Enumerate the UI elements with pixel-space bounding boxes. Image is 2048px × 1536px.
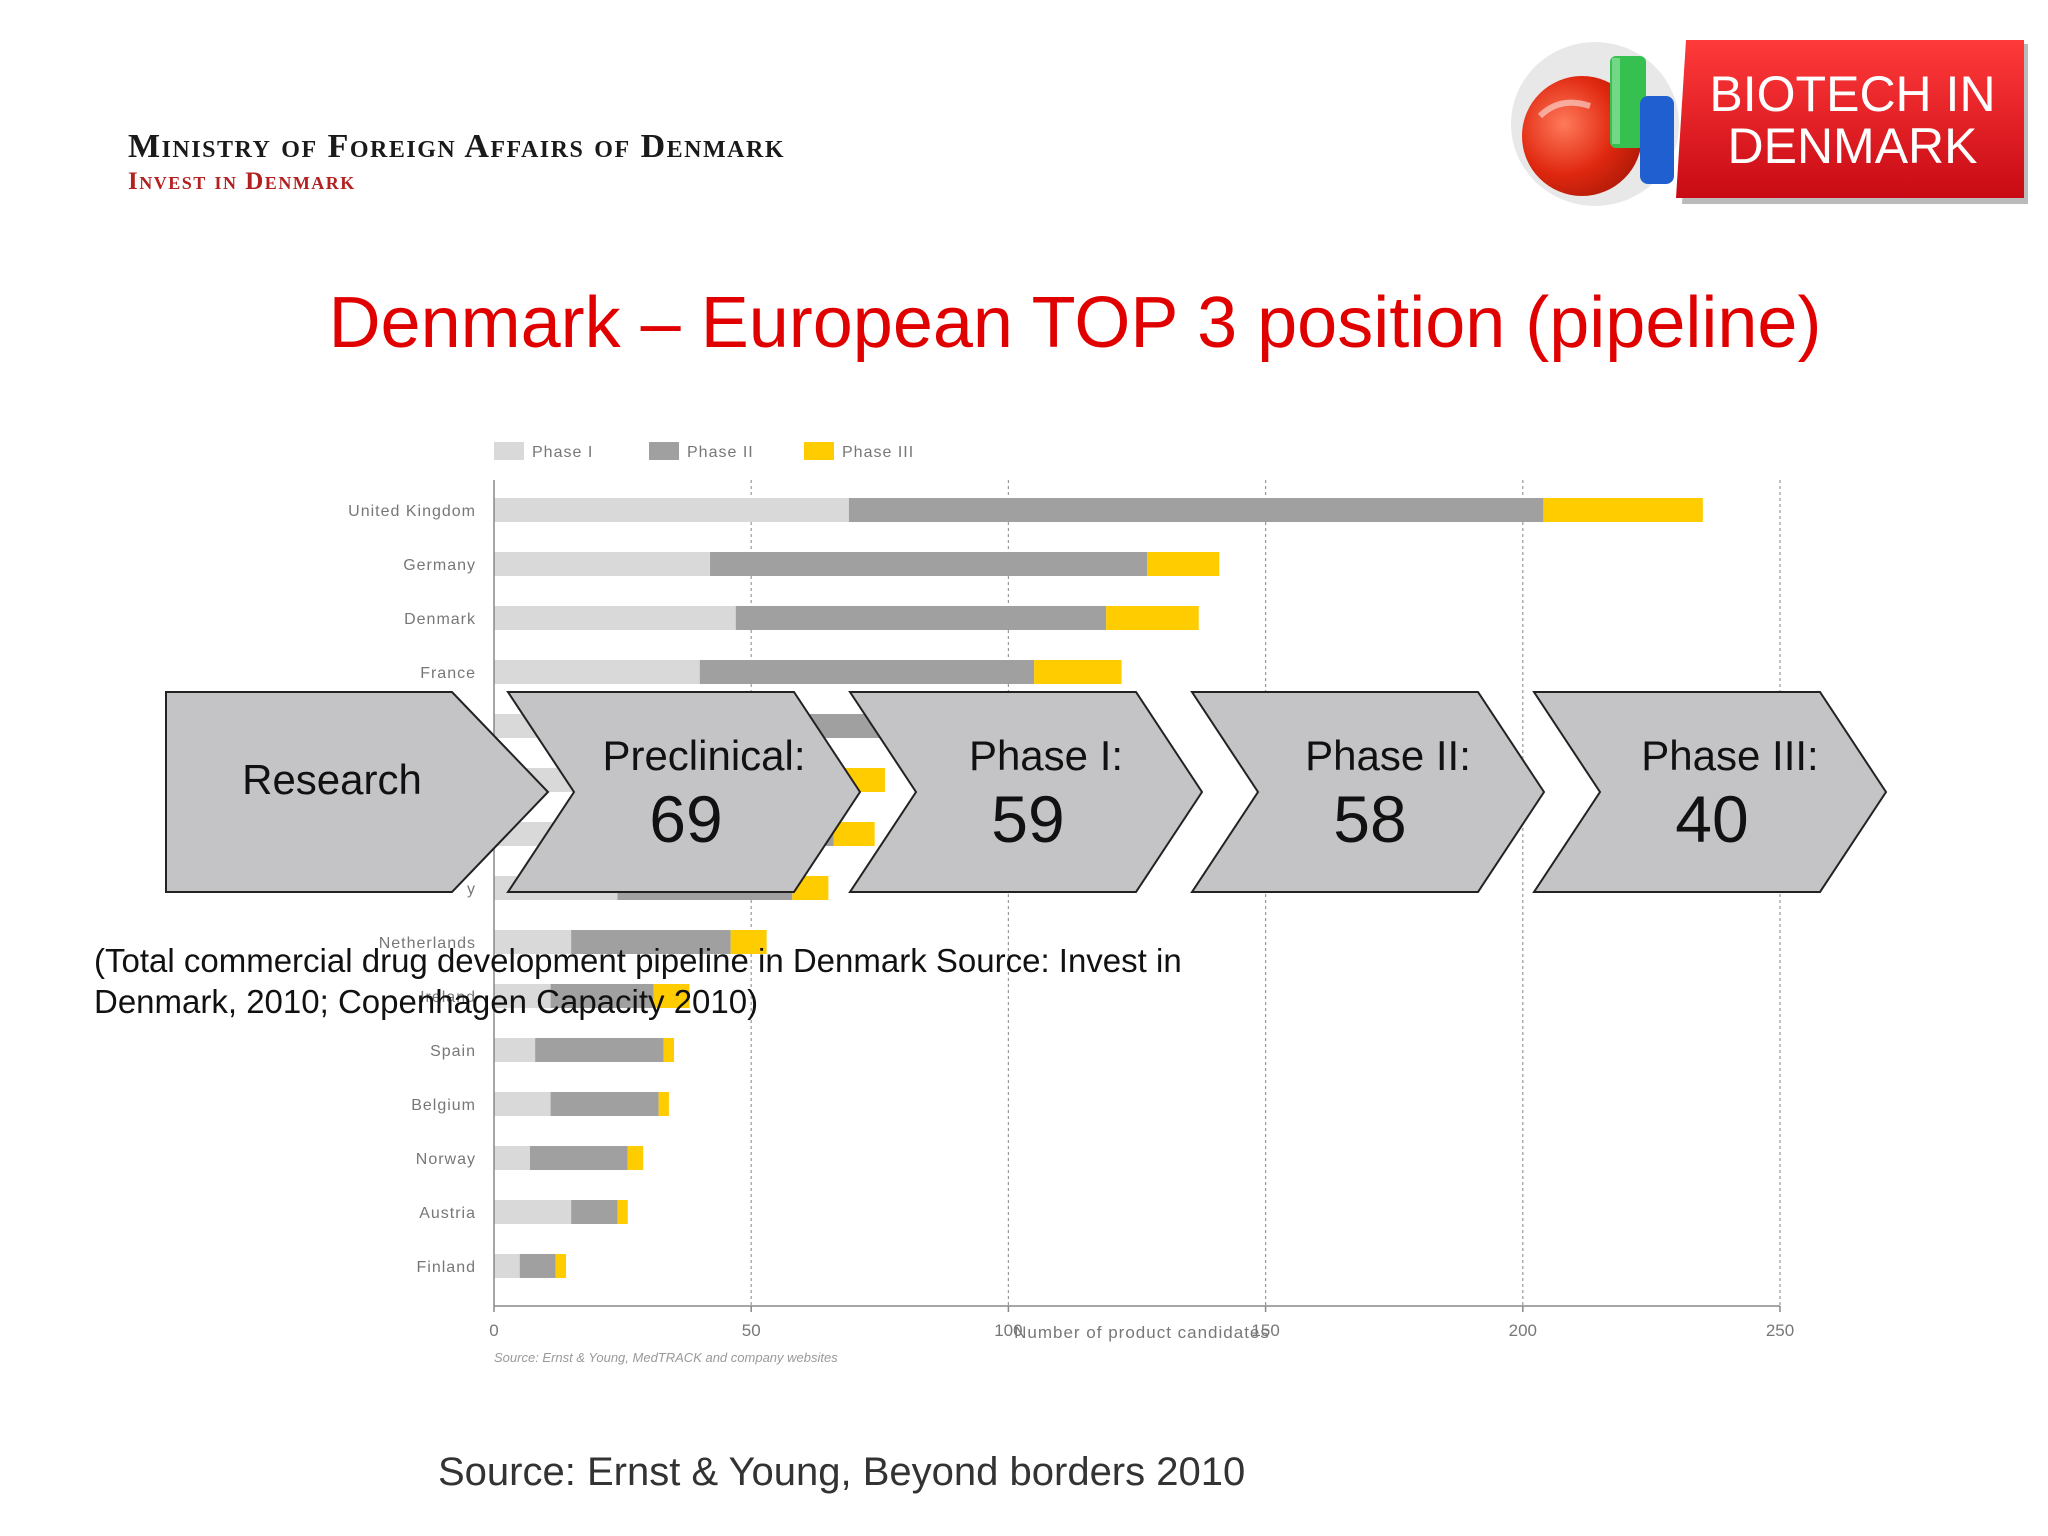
y-category-label: United Kingdom [348, 503, 476, 520]
chart-category-labels: United Kingdom Germany Denmark France y Nethe… [348, 503, 476, 1276]
ministry-name: Ministry of Foreign Affairs of Denmark [128, 128, 785, 165]
bar-austria-phase-iii [617, 1200, 628, 1224]
pipeline-note: (Total commercial drug development pipel… [94, 942, 1182, 1020]
bar-netherlands-phase-iii [730, 930, 767, 954]
x-tick-label: 200 [1509, 1321, 1537, 1340]
pipeline-arrow-2 [506, 691, 862, 893]
pipeline-stage-count: 40 [1675, 782, 1748, 856]
pipeline-stage-count: 58 [1333, 782, 1406, 856]
pipeline-stage-label: Phase II: [1305, 732, 1471, 779]
bar-finland-phase-iii [555, 1254, 567, 1278]
badge-line-1: BIOTECH IN [1709, 66, 1996, 122]
pipeline-stage-label: Phase I: [969, 732, 1123, 779]
bar-denmark-phase-iii [1106, 606, 1199, 630]
x-tick-label: 150 [1251, 1321, 1279, 1340]
bar-finland-phase-i [494, 1254, 520, 1278]
legend-label-3: Phase III [842, 444, 914, 461]
y-category-label: y [467, 881, 476, 898]
pipeline-stage-label: Preclinical: [602, 732, 805, 779]
chart-source: Source: Ernst & Young, MedTRACK and comp… [494, 1350, 838, 1365]
bar-austria-phase-i [494, 1200, 572, 1224]
bar-france-phase-i [494, 660, 700, 684]
x-tick-label: 0 [489, 1321, 498, 1340]
chart-legend: Phase I Phase II Phase III [494, 442, 914, 461]
bar-ireland-phase-ii [550, 984, 654, 1008]
biotech-badge-text: BIOTECH IN DENMARK [1680, 68, 2025, 172]
bar-norway-phase-i [494, 1146, 531, 1170]
bar-ireland-phase-i [494, 984, 551, 1008]
bar-united-kingdom-phase-iii [1543, 498, 1703, 522]
y-category-label: Norway [416, 1151, 476, 1168]
pipeline-arrow-4 [1190, 691, 1546, 893]
y-category-label: Netherlands [379, 935, 476, 952]
y-category-label: Finland [417, 1259, 476, 1276]
bar-germany-phase-i [494, 552, 711, 576]
bar-spain-phase-iii [663, 1038, 675, 1062]
bar-norway-phase-iii [627, 1146, 644, 1170]
bar-austria-phase-ii [571, 1200, 618, 1224]
pipeline-arrow-1 [165, 691, 550, 893]
bar-belgium-phase-iii [658, 1092, 669, 1116]
bar-denmark-phase-ii [735, 606, 1107, 630]
bar-ireland-phase-iii [653, 984, 690, 1008]
bar-netherlands-phase-i [494, 930, 572, 954]
x-tick-label: 250 [1766, 1321, 1794, 1340]
bar-spain-phase-ii [535, 1038, 664, 1062]
pipeline-arrows: Research Preclinical:69 Phase I:59 Phase II… [165, 691, 1888, 893]
biotech-logo [1511, 40, 2028, 206]
bar-italy-phase-iii [833, 822, 875, 846]
bar-finland-phase-ii [519, 1254, 556, 1278]
x-tick-label: 50 [742, 1321, 761, 1340]
x-tick-label: 100 [994, 1321, 1022, 1340]
pipeline-stage-label: Research [242, 756, 422, 803]
bar-united-kingdom-phase-ii [848, 498, 1544, 522]
pipeline-stage-label: Phase III: [1641, 732, 1818, 779]
bar-france-phase-iii [1034, 660, 1122, 684]
slide-title: Denmark – European TOP 3 position (pipel… [328, 283, 1822, 363]
footer-source: Source: Ernst & Young, Beyond borders 20… [438, 1450, 1246, 1494]
pipeline-stage-count: 69 [649, 782, 722, 856]
y-category-label: Belgium [411, 1097, 476, 1114]
legend-swatch-2 [649, 442, 679, 460]
pipeline-arrow-5 [1532, 691, 1888, 893]
bar-norway-phase-ii [530, 1146, 628, 1170]
invest-subtitle: Invest in Denmark [128, 168, 356, 195]
legend-swatch-1 [494, 442, 524, 460]
y-category-label: Spain [430, 1043, 476, 1060]
y-category-label: Denmark [404, 611, 476, 628]
bar-denmark-phase-i [494, 606, 736, 630]
chart-x-axis: 0 50 100 150 200 250 [489, 480, 1794, 1340]
legend-label-2: Phase II [687, 444, 754, 461]
pipeline-bar-chart: Phase I Phase II Phase III United Kingdom G… [348, 442, 1794, 1365]
y-category-label: Ireland [420, 989, 476, 1006]
bar-netherlands-phase-ii [571, 930, 731, 954]
badge-line-2: DENMARK [1727, 118, 1978, 174]
bar-france-phase-ii [699, 660, 1035, 684]
bar-germany-phase-iii [1147, 552, 1220, 576]
legend-label-1: Phase I [532, 444, 593, 461]
bar-belgium-phase-i [494, 1092, 551, 1116]
x-axis-label: Number of product candidates [1014, 1323, 1270, 1342]
pipeline-arrow-3 [848, 691, 1204, 893]
bar-belgium-phase-ii [550, 1092, 659, 1116]
bar-spain-phase-i [494, 1038, 536, 1062]
legend-swatch-3 [804, 442, 834, 460]
pipeline-stage-count: 59 [991, 782, 1064, 856]
bar-germany-phase-ii [710, 552, 1148, 576]
y-category-label: France [420, 665, 476, 682]
bar-united-kingdom-phase-i [494, 498, 849, 522]
y-category-label: Austria [419, 1205, 476, 1222]
y-category-label: Germany [403, 557, 476, 574]
